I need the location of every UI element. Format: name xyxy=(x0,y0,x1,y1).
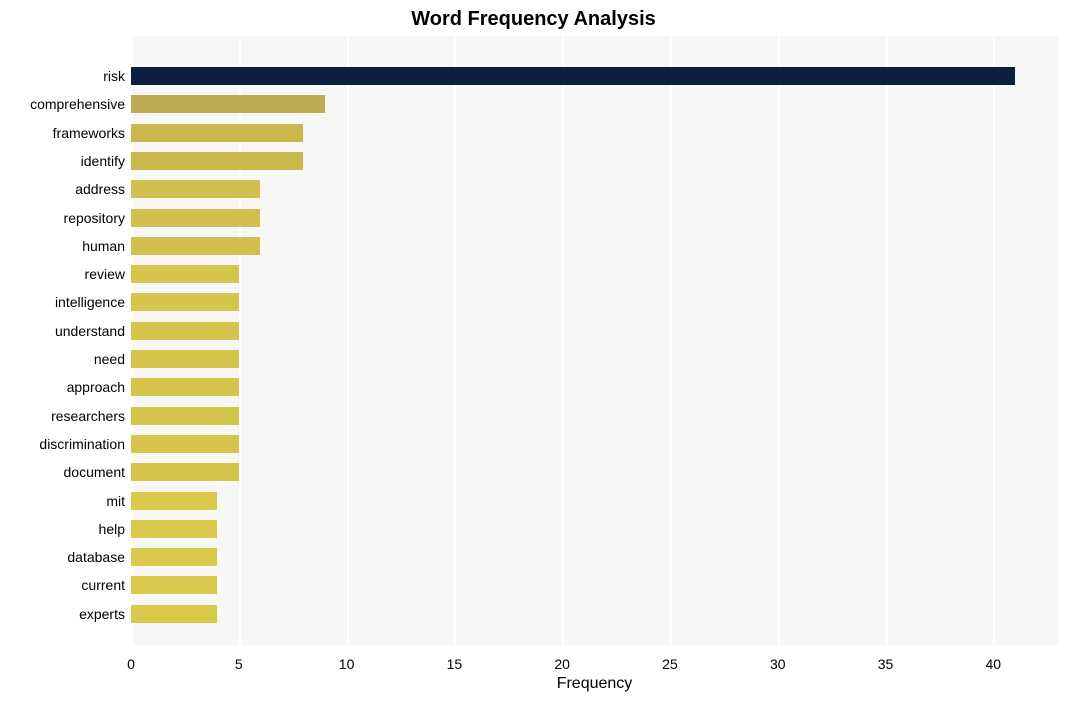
y-axis-label: review xyxy=(85,267,125,281)
y-axis-label: identify xyxy=(81,154,125,168)
y-axis-label: discrimination xyxy=(39,437,125,451)
x-tick-label: 10 xyxy=(339,656,355,672)
y-axis-label: researchers xyxy=(51,409,125,423)
bar xyxy=(131,265,239,283)
bar xyxy=(131,293,239,311)
grid-line xyxy=(454,36,456,645)
y-axis-label: understand xyxy=(55,324,125,338)
grid-line xyxy=(562,36,564,645)
x-tick-label: 40 xyxy=(986,656,1002,672)
grid-line xyxy=(778,36,780,645)
bar xyxy=(131,378,239,396)
bar xyxy=(131,492,217,510)
y-axis-label: address xyxy=(75,182,125,196)
bar xyxy=(131,605,217,623)
y-axis-label: document xyxy=(64,465,125,479)
grid-line xyxy=(347,36,349,645)
bar xyxy=(131,124,303,142)
bar xyxy=(131,548,217,566)
x-tick-label: 20 xyxy=(554,656,570,672)
x-tick-label: 25 xyxy=(662,656,678,672)
y-axis-label: current xyxy=(81,578,125,592)
y-axis-label: help xyxy=(99,522,125,536)
y-axis-label: mit xyxy=(106,494,125,508)
plot-area xyxy=(131,36,1058,645)
bar xyxy=(131,407,239,425)
bar xyxy=(131,180,260,198)
bar xyxy=(131,576,217,594)
y-axis-label: intelligence xyxy=(55,295,125,309)
x-tick-label: 5 xyxy=(235,656,243,672)
x-tick-label: 0 xyxy=(127,656,135,672)
y-axis-label: approach xyxy=(67,380,125,394)
x-tick-label: 35 xyxy=(878,656,894,672)
y-axis-label: comprehensive xyxy=(30,97,125,111)
y-axis-label: frameworks xyxy=(53,126,125,140)
bar xyxy=(131,520,217,538)
y-axis-label: risk xyxy=(103,69,125,83)
y-axis-label: need xyxy=(94,352,125,366)
grid-line xyxy=(670,36,672,645)
bar xyxy=(131,67,1015,85)
x-tick-label: 15 xyxy=(447,656,463,672)
bar xyxy=(131,152,303,170)
y-axis-label: database xyxy=(67,550,125,564)
grid-line xyxy=(886,36,888,645)
bar xyxy=(131,209,260,227)
x-tick-label: 30 xyxy=(770,656,786,672)
bar xyxy=(131,322,239,340)
y-axis-label: repository xyxy=(64,211,125,225)
bar xyxy=(131,95,325,113)
y-axis-label: experts xyxy=(79,607,125,621)
x-axis-label: Frequency xyxy=(131,675,1058,693)
bar xyxy=(131,435,239,453)
chart-title: Word Frequency Analysis xyxy=(0,8,1067,31)
bar xyxy=(131,237,260,255)
bar xyxy=(131,350,239,368)
bar xyxy=(131,463,239,481)
grid-line xyxy=(993,36,995,645)
y-axis-label: human xyxy=(82,239,125,253)
